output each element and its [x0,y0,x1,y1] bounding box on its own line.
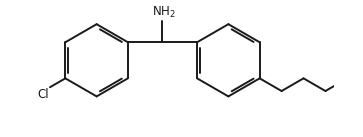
Text: Cl: Cl [37,88,49,101]
Text: NH$_2$: NH$_2$ [152,5,176,20]
